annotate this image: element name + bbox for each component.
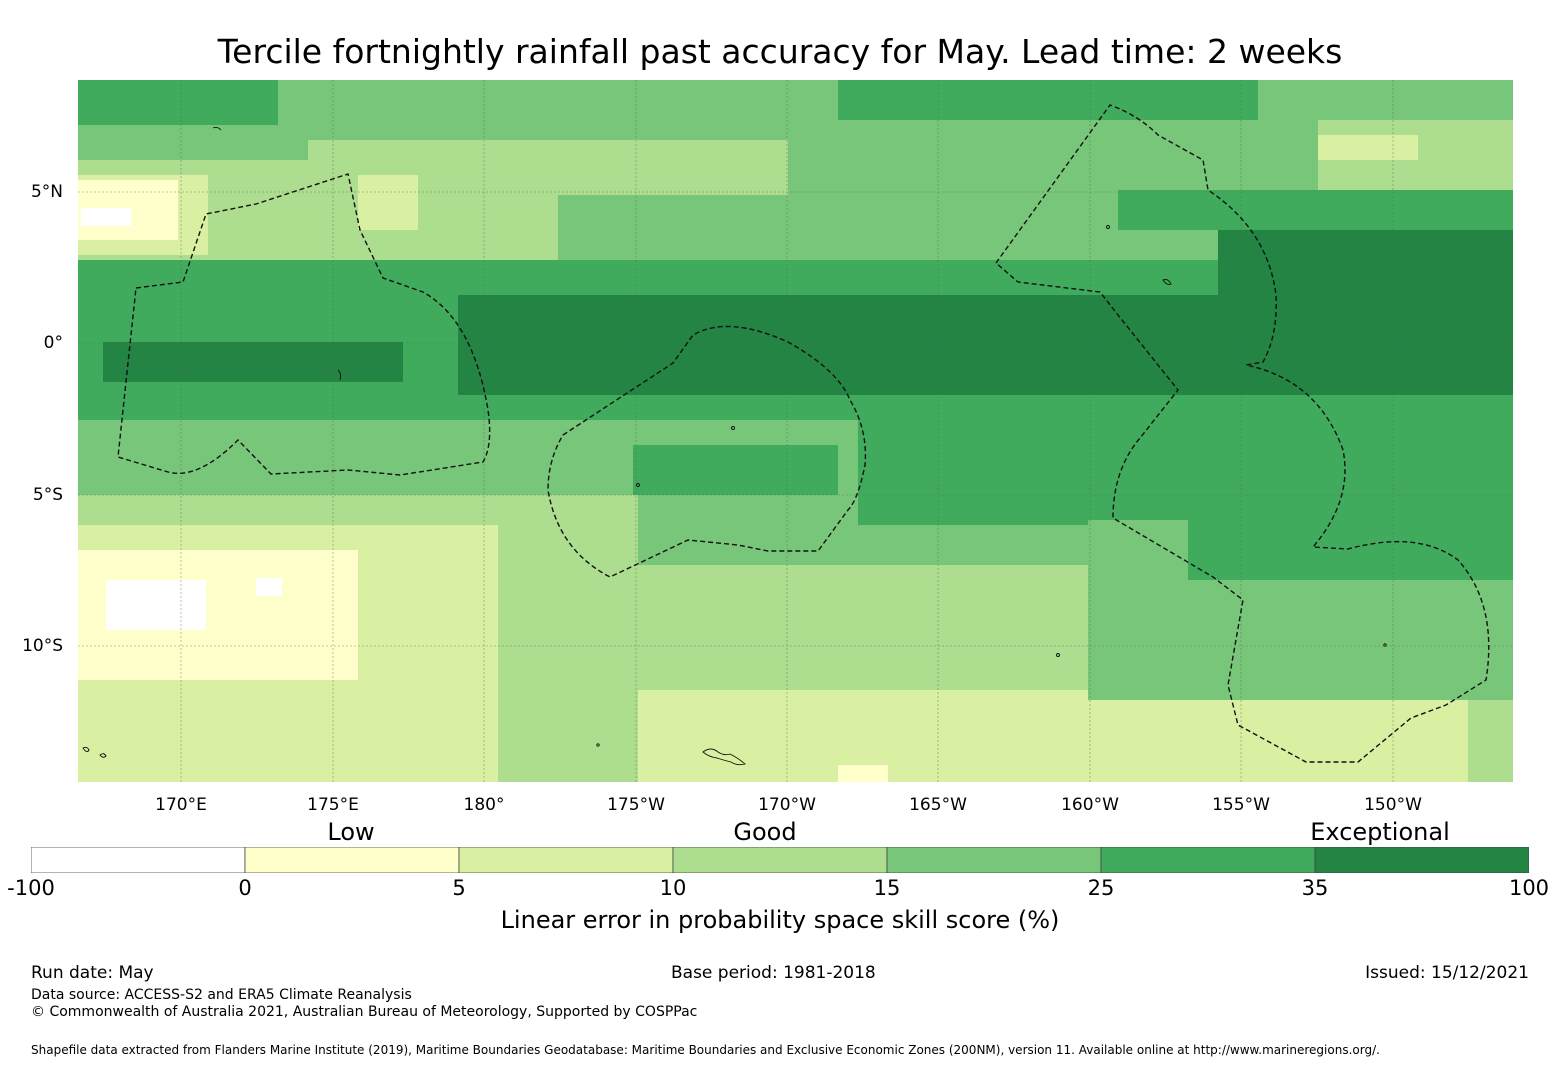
islands: [82, 126, 1387, 766]
y-tick-label: 0°: [43, 333, 63, 353]
colorbar-segment: [1314, 847, 1529, 873]
category-label-exceptional: Exceptional: [1310, 818, 1450, 846]
region-sw-white-2: [256, 578, 282, 596]
x-tick-label: 150°W: [1364, 795, 1422, 815]
colorbar-segment: [1100, 847, 1316, 873]
island-small-1: [212, 126, 222, 131]
colorbar-segment: [31, 847, 246, 873]
map-title: Tercile fortnightly rainfall past accura…: [217, 32, 1343, 71]
island-small-7: [636, 483, 640, 487]
category-label-low: Low: [327, 818, 375, 846]
eez-boundary-west: [117, 173, 491, 476]
region-n-mid-green: [558, 195, 788, 270]
colorbar-tick: 15: [873, 876, 901, 900]
region-north-strong: [78, 80, 278, 125]
x-tick-label: 160°W: [1061, 795, 1119, 815]
base-period: Base period: 1981-2018: [671, 963, 876, 983]
region-s-strong-c: [633, 445, 838, 495]
category-label-good: Good: [733, 818, 797, 846]
colorbar-label: Linear error in probability space skill …: [500, 906, 1060, 934]
data-source: Data source: ACCESS-S2 and ERA5 Climate …: [31, 987, 412, 1003]
copyright: © Commonwealth of Australia 2021, Austra…: [31, 1004, 698, 1020]
region-n-mid-lighter: [358, 175, 418, 230]
colorbar-segment: [458, 847, 674, 873]
region-ne-strong: [1118, 190, 1513, 230]
region-eq-exceptional-w: [103, 342, 403, 382]
island-small-3: [1162, 279, 1172, 285]
x-tick-label: 180°: [463, 795, 505, 815]
eez-boundary-central: [547, 325, 867, 578]
region-pale-s: [838, 765, 888, 782]
colorbar-tick: 100: [1508, 876, 1550, 900]
colorbar-tick: -100: [7, 876, 55, 900]
eez-boundary-east: [995, 104, 1490, 763]
x-tick-label: 175°W: [607, 795, 665, 815]
island-small-9: [1383, 643, 1387, 647]
region-north-lighter: [1318, 135, 1418, 160]
region-sw-white: [106, 580, 206, 630]
colorbar: [31, 847, 1529, 873]
x-tick-label: 170°E: [155, 795, 207, 815]
x-tick-label: 165°W: [909, 795, 967, 815]
island-small-11: [596, 743, 600, 747]
island-samoa: [702, 748, 746, 766]
x-tick-label: 175°E: [307, 795, 359, 815]
colorbar-tick: 0: [238, 876, 252, 900]
colorbar-segment: [244, 847, 460, 873]
shapefile-credit: Shapefile data extracted from Flanders M…: [31, 1043, 1380, 1057]
island-small-2: [337, 369, 342, 381]
island-small-5: [99, 753, 107, 758]
region-ne-exceptional: [1218, 225, 1513, 375]
island-small-6: [1106, 225, 1110, 229]
eez-boundaries: [117, 104, 1490, 763]
colorbar-segment: [886, 847, 1102, 873]
run-date: Run date: May: [31, 963, 154, 983]
x-tick-label: 155°W: [1212, 795, 1270, 815]
region-nw-white: [81, 208, 131, 226]
region-north-strong-2: [838, 80, 1258, 120]
y-tick-label: 5°S: [32, 485, 63, 505]
colorbar-tick: 35: [1301, 876, 1329, 900]
region-sc-lighter: [638, 690, 1468, 782]
region-se-strong: [1188, 500, 1513, 580]
colorbar-tick: 25: [1087, 876, 1115, 900]
skill-score-map: [78, 80, 1513, 782]
issued-date: Issued: 15/12/2021: [1365, 963, 1529, 983]
island-small-8: [731, 426, 735, 430]
x-tick-label: 170°W: [758, 795, 816, 815]
y-tick-label: 10°S: [22, 636, 63, 656]
colorbar-tick: 10: [659, 876, 687, 900]
y-tick-label: 5°N: [30, 182, 63, 202]
island-small-4: [82, 746, 90, 753]
region-north-band: [78, 80, 1513, 125]
colorbar-segment: [672, 847, 888, 873]
graticule: [78, 80, 1513, 782]
colorbar-tick: 5: [452, 876, 466, 900]
island-small-10: [1056, 653, 1060, 657]
